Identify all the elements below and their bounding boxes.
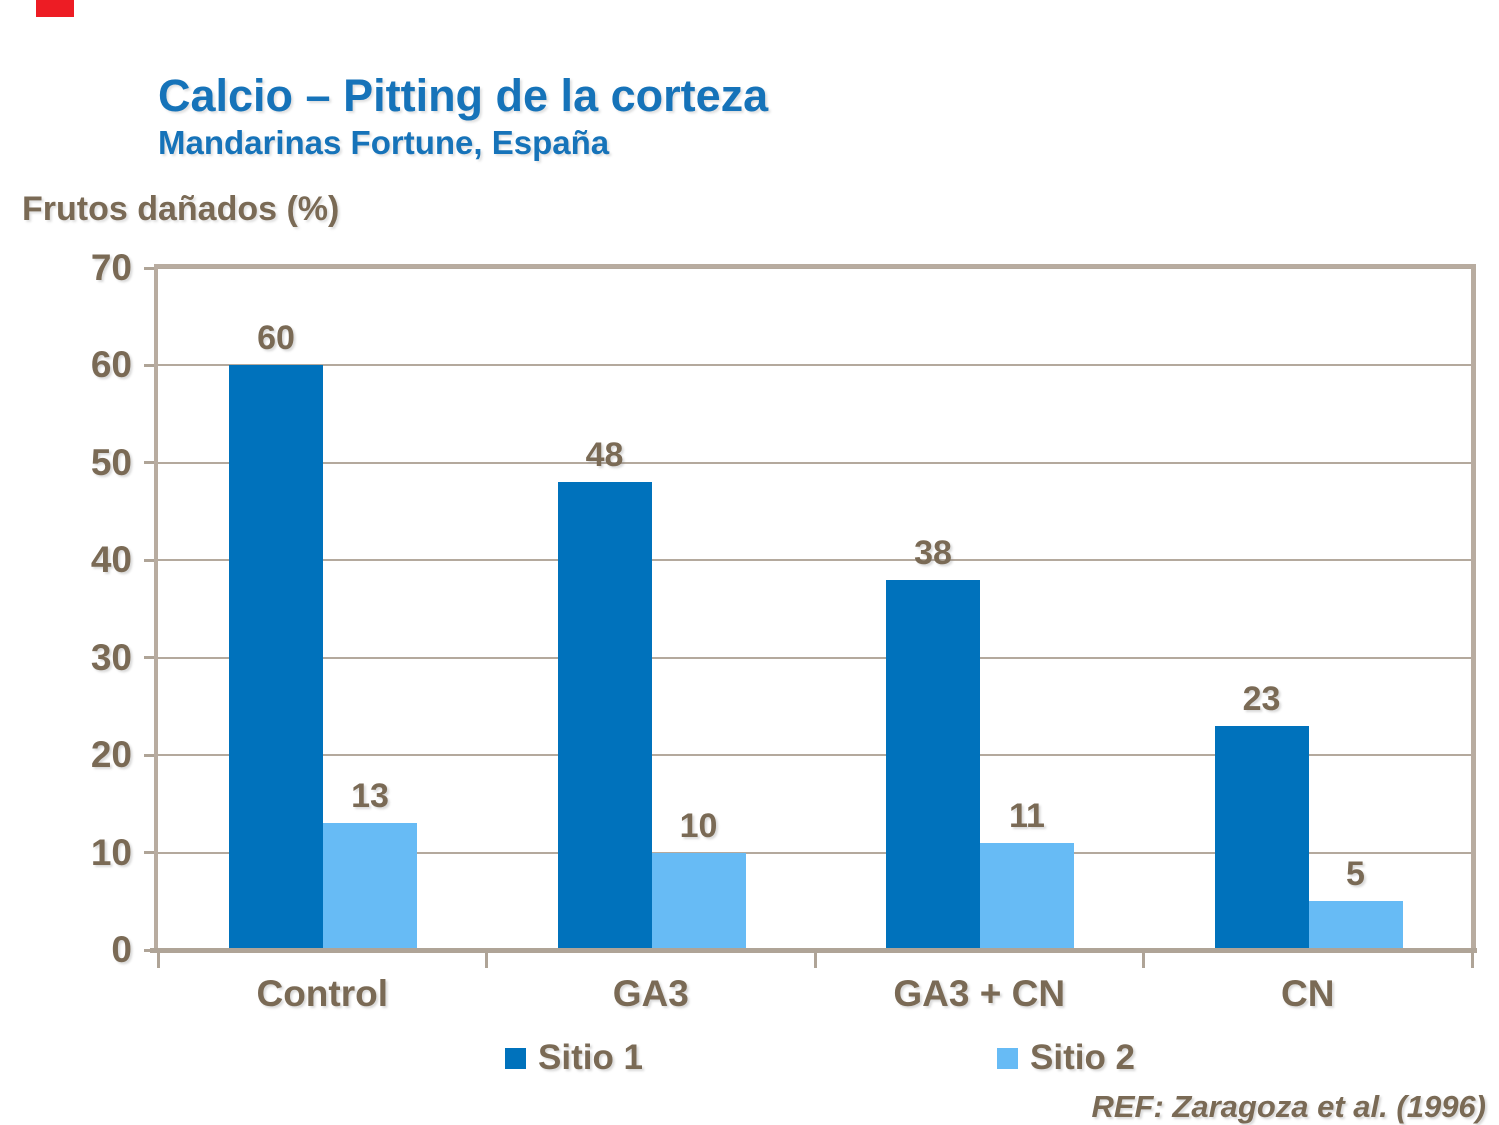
y-tick-mark (144, 558, 158, 562)
gridline (158, 267, 1472, 269)
y-tick-label: 70 (90, 247, 132, 288)
y-tick-label: 10 (90, 831, 132, 873)
y-tick-mark (144, 363, 158, 367)
bar-sitio-1-cn (1214, 725, 1309, 950)
bar-value-label: 10 (679, 806, 718, 845)
bar-sitio-1-ga3 (557, 482, 652, 950)
y-axis-title: Frutos dañados (%) (22, 190, 340, 228)
plot-frame (154, 264, 1476, 950)
category-label-ga3: GA3 (612, 973, 689, 1014)
bar-sitio-2-cn (1308, 901, 1403, 950)
page-subtitle: Mandarinas Fortune, España (158, 124, 610, 161)
y-tick-label: 40 (90, 539, 132, 581)
category-label-control: Control (256, 973, 389, 1014)
page-title: Calcio – Pitting de la corteza (158, 70, 769, 121)
bar-value-label: 13 (351, 777, 389, 816)
bar-sitio-2-control (323, 823, 417, 950)
y-tick-label: 60 (90, 344, 132, 386)
bar-sitio-2-ga3 (651, 852, 746, 950)
bar-value-label: 23 (1242, 679, 1281, 718)
title-block: Calcio – Pitting de la corteza Mandarina… (158, 70, 768, 162)
x-tick-mark (156, 953, 160, 968)
bar-sitio-2-ga3-cn (980, 842, 1074, 950)
y-tick-label: 0 (111, 929, 132, 970)
y-tick-mark (144, 266, 158, 270)
bar-sitio-1-control (229, 365, 323, 950)
category-label-ga3-cn: GA3 + CN (893, 973, 1066, 1014)
legend-item-sitio-1: Sitio 1 (505, 1038, 643, 1078)
bar-sitio-1-ga3-cn (886, 579, 980, 950)
legend-label-sitio-1: Sitio 1 (538, 1038, 644, 1077)
y-tick-mark (144, 656, 158, 660)
legend-swatch-sitio-2 (997, 1047, 1018, 1069)
y-tick-label: 50 (90, 441, 132, 483)
y-tick-mark (144, 753, 158, 757)
x-tick-mark (1470, 953, 1474, 968)
bar-value-label: 60 (257, 319, 295, 358)
x-tick-mark (813, 953, 817, 968)
bar-value-label: 11 (1009, 796, 1045, 835)
gridline (158, 656, 1472, 659)
x-tick-mark (485, 953, 488, 968)
category-label-cn: CN (1281, 973, 1335, 1014)
bar-value-label: 38 (914, 533, 952, 572)
x-axis-line (150, 948, 1477, 953)
x-tick-mark (1142, 953, 1145, 968)
gridline (158, 559, 1472, 562)
y-tick-label: 20 (90, 734, 132, 776)
legend-label-sitio-2: Sitio 2 (1030, 1038, 1136, 1077)
gridline (158, 851, 1472, 854)
reference-text: REF: Zaragoza et al. (1996) (1091, 1089, 1486, 1124)
y-tick-mark (144, 461, 158, 465)
gridline (158, 754, 1472, 757)
legend-item-sitio-2: Sitio 2 (997, 1038, 1135, 1078)
red-accent-mark (36, 0, 74, 17)
bar-value-label: 5 (1346, 855, 1365, 894)
legend-swatch-sitio-1 (505, 1047, 526, 1069)
bar-value-label: 48 (585, 436, 624, 475)
y-tick-label: 30 (90, 636, 132, 678)
y-tick-mark (144, 851, 158, 855)
gridline (158, 461, 1472, 464)
gridline (158, 364, 1472, 367)
